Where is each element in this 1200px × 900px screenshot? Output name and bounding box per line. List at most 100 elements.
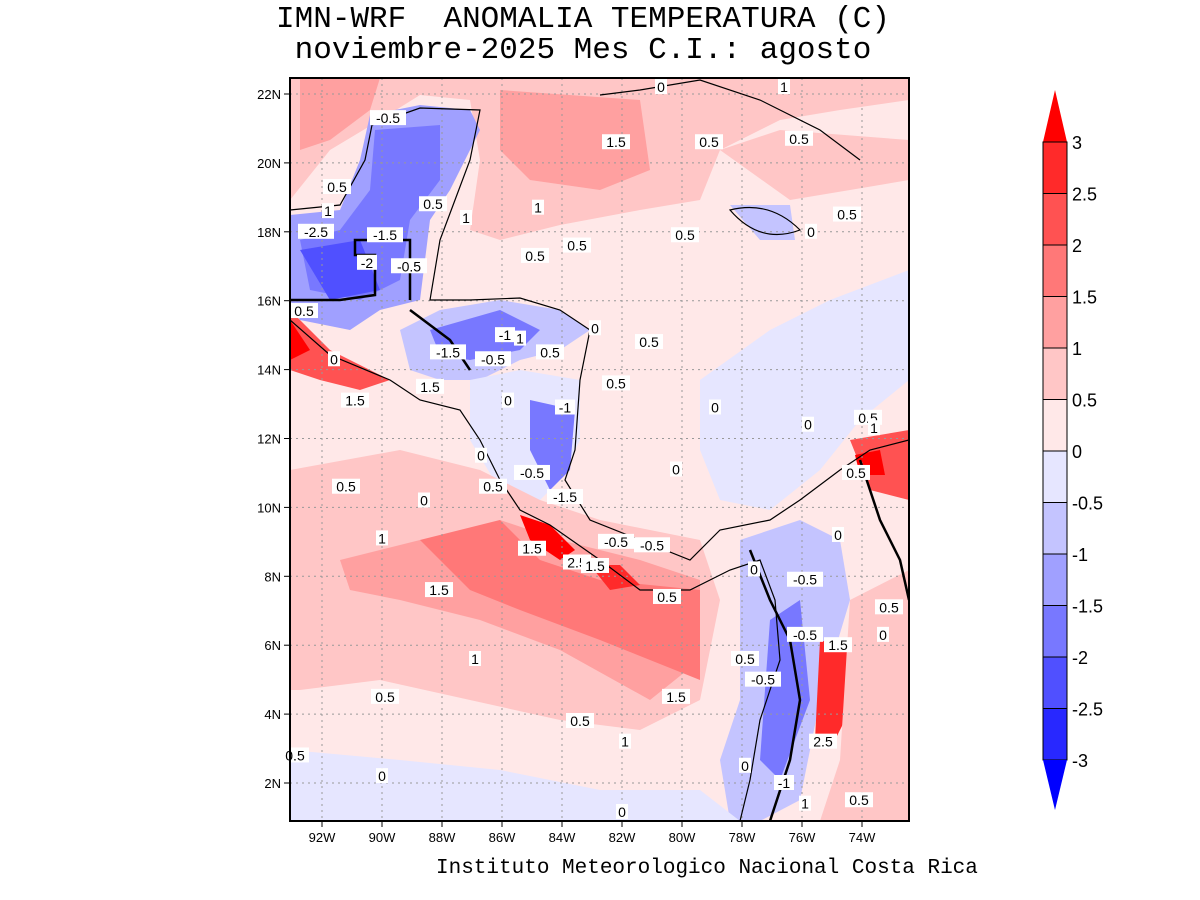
contour-label: -0.5 xyxy=(475,351,511,367)
contour-label: 1 xyxy=(322,203,334,219)
svg-text:-2.5: -2.5 xyxy=(304,224,328,240)
lon-tick-label: 90W xyxy=(369,830,396,845)
svg-text:-0.5: -0.5 xyxy=(376,110,400,126)
contour-label: 1 xyxy=(460,210,472,226)
colorbar-segment xyxy=(1042,605,1068,658)
lat-tick-label: 16N xyxy=(257,294,281,309)
colorbar-segment xyxy=(1042,399,1068,452)
contour-label: 0.5 xyxy=(785,130,813,147)
svg-text:-2: -2 xyxy=(361,255,374,271)
svg-text:0.5: 0.5 xyxy=(540,344,560,360)
svg-text:0: 0 xyxy=(378,768,386,784)
svg-text:0.5: 0.5 xyxy=(849,792,869,808)
contour-label: 1.5 xyxy=(425,582,453,598)
contour-label: 1 xyxy=(376,530,388,546)
contour-label: -1 xyxy=(495,327,515,343)
svg-text:-1.5: -1.5 xyxy=(436,344,460,360)
contour-label: -1.5 xyxy=(367,227,403,243)
credit-text: Instituto Meteorologico Nacional Costa R… xyxy=(436,857,978,880)
field-cold-caribbean xyxy=(700,270,909,510)
contour-label: 0.5 xyxy=(731,650,759,667)
svg-text:2.5: 2.5 xyxy=(813,734,833,750)
colorbar-label: 3 xyxy=(1072,133,1082,153)
lat-tick-label: 8N xyxy=(264,569,281,584)
svg-text:1: 1 xyxy=(324,203,332,219)
svg-text:0.5: 0.5 xyxy=(789,131,809,147)
svg-text:1.5: 1.5 xyxy=(666,689,686,705)
contour-label: 1.5 xyxy=(518,540,546,557)
contour-label: 0.5 xyxy=(653,588,681,605)
contour-label: 0.5 xyxy=(281,747,309,763)
colorbar-min-arrow xyxy=(1043,760,1067,810)
svg-text:0.5: 0.5 xyxy=(525,248,545,264)
svg-text:1: 1 xyxy=(516,331,524,347)
lat-tick-label: 12N xyxy=(257,432,281,447)
contour-label: -0.5 xyxy=(745,671,781,688)
field-warm-gulf xyxy=(300,78,380,150)
field-cold-colombia-core xyxy=(760,600,810,780)
svg-text:0: 0 xyxy=(711,399,719,415)
svg-text:0.5: 0.5 xyxy=(675,227,695,243)
lat-tick-label: 20N xyxy=(257,156,281,171)
svg-text:0.5: 0.5 xyxy=(423,196,443,212)
contour-label: 0 xyxy=(376,768,388,784)
svg-text:0: 0 xyxy=(879,627,887,643)
svg-text:0: 0 xyxy=(330,351,338,367)
contour-label: 0.5 xyxy=(842,464,870,481)
svg-text:1.5: 1.5 xyxy=(606,134,626,150)
svg-text:-0.5: -0.5 xyxy=(751,672,775,688)
lat-tick-label: 10N xyxy=(257,500,281,515)
svg-text:-1: -1 xyxy=(559,399,572,415)
svg-text:-0.5: -0.5 xyxy=(793,627,817,643)
contour-label: 0.5 xyxy=(332,478,360,495)
contour-label: 0 xyxy=(832,526,844,543)
contour-label: 0 xyxy=(739,757,751,774)
lon-tick-label: 84W xyxy=(549,830,576,845)
contour-label: 0 xyxy=(328,351,340,367)
contour-label: -1.5 xyxy=(430,344,466,360)
contour-label: 0 xyxy=(709,399,721,415)
svg-text:0: 0 xyxy=(618,804,626,820)
svg-text:-0.5: -0.5 xyxy=(604,534,628,550)
svg-text:-0.5: -0.5 xyxy=(640,537,664,553)
svg-text:0: 0 xyxy=(477,448,485,464)
svg-text:1: 1 xyxy=(462,210,470,226)
contour-label: 0.5 xyxy=(419,196,447,212)
colorbar-label: -2.5 xyxy=(1072,700,1103,720)
colorbar-segment xyxy=(1042,553,1068,606)
colorbar-segment xyxy=(1042,708,1068,761)
field-cold-equatorial xyxy=(290,750,740,821)
contour-label: 0.5 xyxy=(833,206,861,223)
svg-text:0: 0 xyxy=(804,417,812,433)
svg-text:-0.5: -0.5 xyxy=(397,258,421,274)
contour-label: -0.5 xyxy=(514,464,550,481)
contour-label: 0 xyxy=(805,223,817,240)
svg-text:1: 1 xyxy=(801,796,809,812)
lon-tick-label: 88W xyxy=(429,830,456,845)
lon-tick-label: 76W xyxy=(789,830,816,845)
svg-text:0: 0 xyxy=(741,758,749,774)
contour-label: 0.5 xyxy=(521,247,549,264)
svg-text:0.5: 0.5 xyxy=(483,479,503,495)
svg-text:0.5: 0.5 xyxy=(879,599,899,615)
contour-label: 0 xyxy=(502,392,514,409)
colorbar-label: 0.5 xyxy=(1072,391,1097,411)
contour-label: 1 xyxy=(532,199,544,216)
colorbar-segment xyxy=(1042,450,1068,503)
svg-text:0: 0 xyxy=(420,493,428,509)
svg-text:0.5: 0.5 xyxy=(285,747,305,763)
lat-tick-label: 22N xyxy=(257,87,281,102)
svg-text:0.5: 0.5 xyxy=(846,465,866,481)
svg-text:0.5: 0.5 xyxy=(639,334,659,350)
lon-tick-label: 86W xyxy=(489,830,516,845)
svg-text:0: 0 xyxy=(657,79,665,95)
map-frame xyxy=(289,77,910,822)
contour-label: 0.5 xyxy=(695,134,723,150)
contour-label: -0.5 xyxy=(787,571,823,588)
contour-label: -0.5 xyxy=(634,537,670,553)
contour-label: 0 xyxy=(877,626,889,643)
contour-label: 0 xyxy=(670,461,682,478)
svg-text:0.5: 0.5 xyxy=(606,375,626,391)
